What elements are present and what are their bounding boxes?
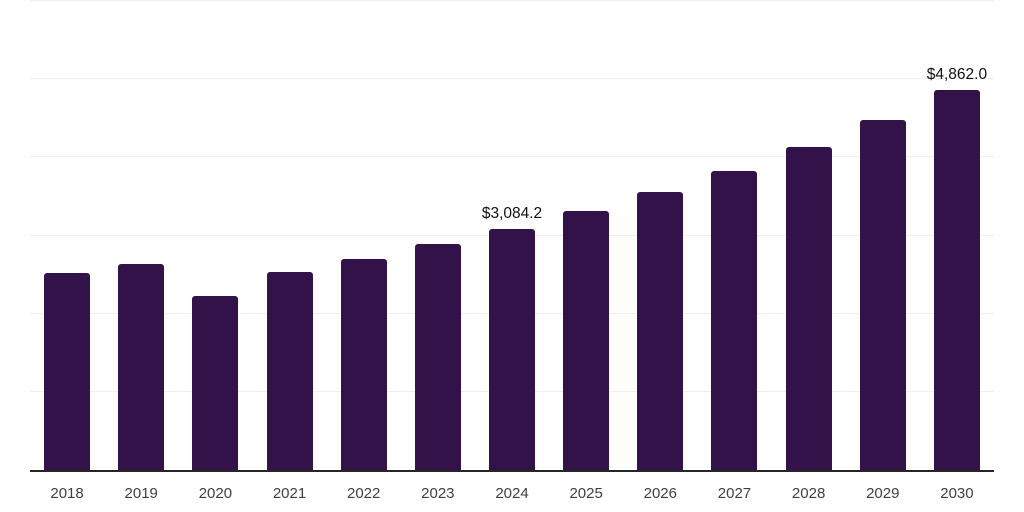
bar-2028[interactable]	[785, 147, 832, 470]
x-tick-2025: 2025	[569, 485, 603, 502]
x-tick-2027: 2027	[717, 485, 752, 502]
gridline-4000	[30, 156, 994, 158]
x-tick-2029: 2029	[866, 485, 900, 502]
bar-2025[interactable]	[563, 211, 610, 470]
x-tick-2026: 2026	[643, 485, 677, 502]
x-tick-2028: 2028	[791, 485, 826, 502]
bar-2021[interactable]	[266, 272, 313, 470]
bar-2018[interactable]	[44, 273, 91, 470]
bar-2023[interactable]	[414, 243, 461, 470]
gridline-6000	[30, 0, 994, 1]
x-tick-2022: 2022	[347, 485, 381, 502]
bar-value-label-2030: $4,862.0	[926, 66, 988, 84]
x-tick-2023: 2023	[421, 485, 455, 502]
x-tick-2021: 2021	[272, 485, 307, 502]
x-axis-line	[30, 470, 994, 472]
bar-2024[interactable]	[489, 228, 535, 470]
x-tick-2019: 2019	[124, 485, 158, 502]
x-axis-tick-labels: 2018 2019 2020 2021 2022 2023 2024 2025 2026 2027…	[30, 486, 994, 506]
bar-2030[interactable]	[933, 89, 980, 470]
x-tick-2018: 2018	[50, 485, 84, 502]
plot-area: $3,084.2 $4,862.0	[30, 0, 994, 470]
bar-2026[interactable]	[637, 192, 684, 470]
x-tick-2030: 2030	[940, 485, 974, 502]
bar-2027[interactable]	[711, 170, 758, 470]
x-tick-2024: 2024	[495, 485, 529, 502]
bar-2019[interactable]	[118, 263, 165, 470]
bar-value-label-2024: $3,084.2	[481, 205, 543, 223]
gridline-5000	[30, 78, 994, 80]
x-tick-2020: 2020	[198, 485, 233, 502]
bar-2020[interactable]	[192, 296, 239, 470]
bar-2029[interactable]	[859, 119, 906, 470]
bar-2022[interactable]	[340, 258, 387, 470]
